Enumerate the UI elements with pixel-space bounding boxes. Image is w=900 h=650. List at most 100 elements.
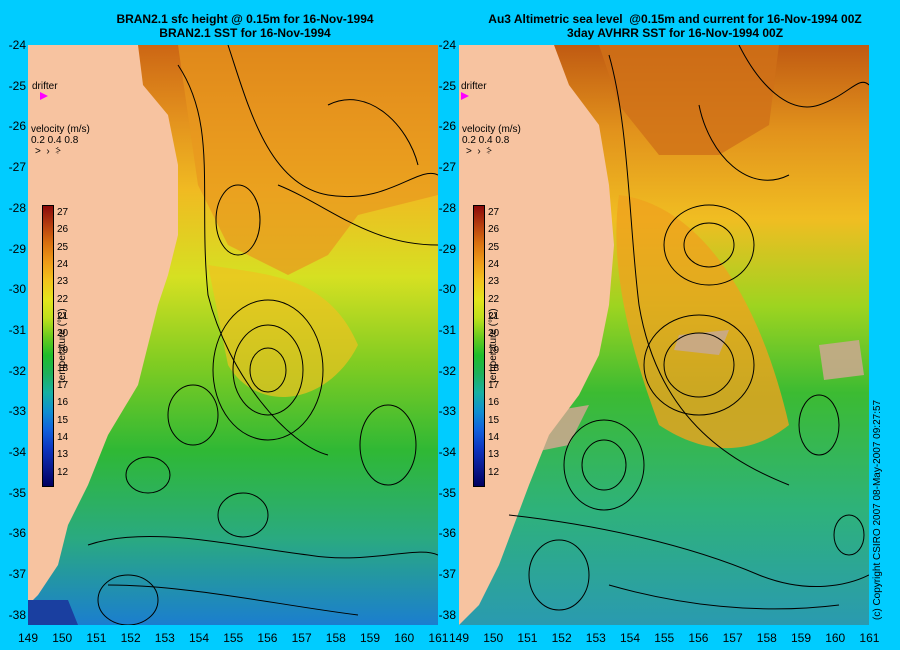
longitude-tick-label: 156 xyxy=(688,631,709,645)
latitude-tick-label: -28 xyxy=(438,200,456,215)
latitude-tick-label: -32 xyxy=(438,363,456,378)
colorbar-tick-label: 23 xyxy=(488,276,500,288)
colorbar-tick-label: 24 xyxy=(57,258,69,270)
velocity-legend-arrows: ˃ › ⸖ xyxy=(466,146,492,157)
velocity-legend-values: 0.2 0.4 0.8 xyxy=(31,135,79,146)
avhrr-map-graphic xyxy=(459,45,869,625)
longitude-tick-label: 153 xyxy=(154,631,175,645)
latitude-tick-label: -34 xyxy=(8,445,26,459)
latitude-tick-label: -38 xyxy=(8,607,26,622)
colorbar-tick-label: 12 xyxy=(57,466,69,478)
coastline-land xyxy=(28,45,178,605)
cloud-patch-3 xyxy=(819,340,864,380)
longitude-tick-label: 154 xyxy=(189,631,210,645)
colorbar-tick-label: 19 xyxy=(57,345,69,357)
bran-map-graphic xyxy=(28,45,438,625)
drifter-label: drifter xyxy=(461,81,487,92)
temperature-colorbar xyxy=(473,205,485,487)
longitude-tick-label: 158 xyxy=(325,631,346,645)
velocity-legend-title: velocity (m/s) xyxy=(462,124,521,135)
latitude-tick-label: -28 xyxy=(8,200,26,215)
latitude-tick-label: -26 xyxy=(438,119,456,134)
colorbar-tick-label: 27 xyxy=(488,207,500,218)
colorbar-tick-label: 15 xyxy=(488,414,500,426)
longitude-tick-label: 157 xyxy=(722,631,743,645)
longitude-tick-label: 152 xyxy=(120,631,141,645)
sea-level-contours xyxy=(508,45,869,611)
colorbar-tick-label: 20 xyxy=(57,328,69,340)
colorbar-tick-label: 16 xyxy=(488,397,500,409)
warm-current-core xyxy=(599,45,779,155)
colorbar-tick-label: 21 xyxy=(57,310,69,322)
cold-water xyxy=(28,600,78,625)
colorbar-tick-label: 15 xyxy=(57,414,69,426)
warm-current-core xyxy=(178,45,438,275)
bran-model-map: drifter velocity (m/s) 0.2 0.4 0.8 ˃ › ⸖… xyxy=(28,45,438,625)
longitude-tick-label: 151 xyxy=(517,631,538,645)
colorbar-tick-label: 14 xyxy=(57,431,69,443)
longitude-tick-label: 159 xyxy=(791,631,812,645)
latitude-tick-label: -36 xyxy=(438,526,456,541)
longitude-tick-label: 161 xyxy=(859,631,880,645)
longitude-tick-label: 149 xyxy=(18,631,39,645)
colorbar-tick-label: 19 xyxy=(488,345,500,357)
sea-height-contours xyxy=(87,45,438,625)
colorbar-tick-label: 18 xyxy=(488,362,500,374)
latitude-tick-label: -30 xyxy=(438,282,456,297)
colorbar-tick-label: 13 xyxy=(488,449,500,461)
avhrr-observation-map: drifter velocity (m/s) 0.2 0.4 0.8 ˃ › ⸖… xyxy=(459,45,869,625)
longitude-tick-label: 156 xyxy=(257,631,278,645)
latitude-tick-label: -31 xyxy=(8,322,26,337)
latitude-tick-label: -33 xyxy=(8,404,26,419)
colorbar-tick-label: 24 xyxy=(488,258,500,270)
colorbar-tick-label: 16 xyxy=(57,397,69,409)
latitude-tick-label: -25 xyxy=(438,78,456,93)
warm-eddy xyxy=(616,195,789,449)
latitude-tick-label: -24 xyxy=(438,38,456,52)
colorbar-tick-label: 23 xyxy=(57,276,69,288)
latitude-tick-label: -29 xyxy=(8,241,26,256)
colorbar-tick-label: 26 xyxy=(57,224,69,236)
longitude-tick-label: 150 xyxy=(52,631,73,645)
latitude-tick-label: -32 xyxy=(8,363,26,378)
colorbar-tick-label: 17 xyxy=(488,380,500,391)
left-panel-title: BRAN2.1 sfc height @ 0.15m for 16-Nov-19… xyxy=(116,12,374,40)
longitude-tick-label: 157 xyxy=(291,631,312,645)
latitude-tick-label: -31 xyxy=(438,322,456,337)
velocity-legend-arrows: ˃ › ⸖ xyxy=(35,146,61,157)
colorbar-tick-label: 21 xyxy=(488,310,500,322)
latitude-tick-label: -36 xyxy=(8,526,26,541)
longitude-tick-label: 153 xyxy=(585,631,606,645)
latitude-tick-label: -35 xyxy=(438,485,456,500)
latitude-tick-label: -29 xyxy=(438,241,456,256)
drifter-label: drifter xyxy=(32,81,58,92)
drifter-marker-icon xyxy=(461,92,469,100)
drifter-marker-icon xyxy=(40,92,48,100)
right-panel-title: Au3 Altimetric sea level @0.15m and curr… xyxy=(488,12,862,40)
copyright-notice: (c) Copyright CSIRO 2007 08-May-2007 09:… xyxy=(872,399,883,620)
latitude-tick-label: -30 xyxy=(8,282,26,297)
colorbar-tick-label: 25 xyxy=(488,241,500,253)
colorbar-tick-label: 18 xyxy=(57,362,69,374)
longitude-tick-label: 155 xyxy=(223,631,244,645)
longitude-tick-label: 154 xyxy=(620,631,641,645)
colorbar-tick-label: 22 xyxy=(488,293,500,305)
latitude-tick-label: -27 xyxy=(438,160,456,175)
colorbar-tick-label: 25 xyxy=(57,241,69,253)
longitude-tick-label: 160 xyxy=(825,631,846,645)
longitude-tick-label: 160 xyxy=(394,631,415,645)
velocity-legend-title: velocity (m/s) xyxy=(31,124,90,135)
latitude-tick-label: -33 xyxy=(438,404,456,419)
longitude-tick-label: 155 xyxy=(654,631,675,645)
colorbar-tick-label: 27 xyxy=(57,207,69,218)
colorbar-tick-label: 22 xyxy=(57,293,69,305)
colorbar-tick-label: 20 xyxy=(488,328,500,340)
latitude-tick-label: -25 xyxy=(8,78,26,93)
colorbar-tick-label: 14 xyxy=(488,431,500,443)
coastline-land xyxy=(459,45,614,625)
latitude-tick-label: -37 xyxy=(438,567,456,582)
longitude-tick-label: 151 xyxy=(86,631,107,645)
colorbar-tick-label: 26 xyxy=(488,224,500,236)
longitude-tick-label: 161 xyxy=(428,631,449,645)
longitude-tick-label: 152 xyxy=(551,631,572,645)
